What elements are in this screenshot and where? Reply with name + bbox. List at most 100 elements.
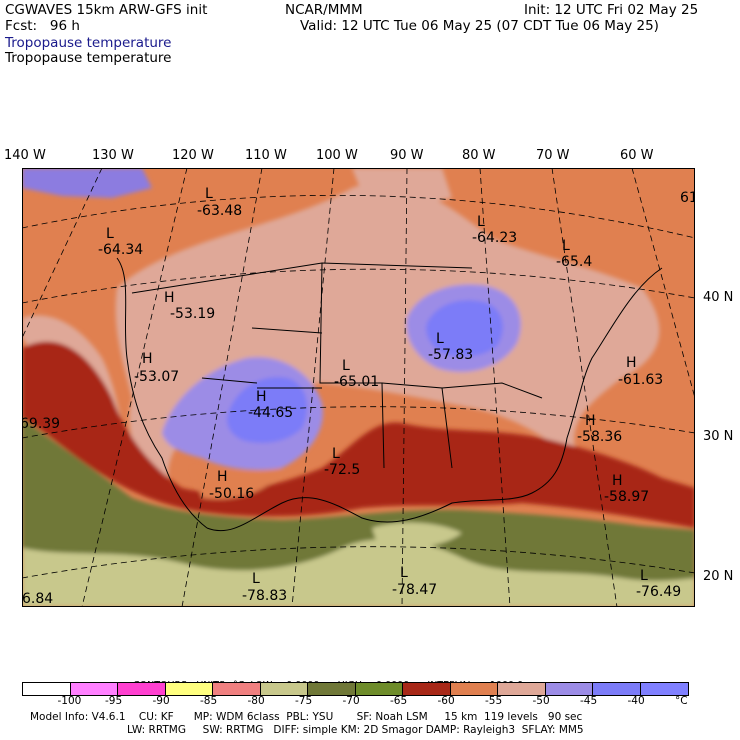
band-light: [115, 182, 660, 498]
legend-swatch: [308, 683, 356, 695]
low-value: -64.23: [472, 230, 518, 246]
legend-swatch: [450, 683, 498, 695]
graticule: [22, 168, 695, 607]
high-marker: H: [164, 290, 175, 306]
band-lavender: [22, 168, 152, 198]
low-marker: L: [332, 446, 340, 462]
longitude-label: 140 W: [4, 148, 46, 163]
legend-swatch: [640, 683, 688, 695]
longitude-label: 120 W: [172, 148, 214, 163]
band-light-north: [352, 168, 452, 208]
high-marker: H: [256, 389, 267, 405]
low-value: -72.5: [324, 462, 361, 478]
band-red-south: [22, 341, 695, 528]
legend-tick-label: -75: [295, 695, 313, 707]
legend-tick-label: -90: [152, 695, 170, 707]
longitude-label: 100 W: [316, 148, 358, 163]
high-value: -44.65: [248, 405, 294, 421]
low-value: -64.34: [98, 242, 144, 258]
legend-tick-label: -70: [342, 695, 360, 707]
longitude-label: 60 W: [620, 148, 654, 163]
field-title-secondary: Tropopause temperature: [5, 50, 172, 66]
high-value: -58.36: [577, 429, 623, 445]
longitude-label: 130 W: [92, 148, 134, 163]
low-value: -65.01: [334, 374, 380, 390]
latitude-label: 40 N: [703, 290, 734, 305]
legend-swatch: [545, 683, 593, 695]
band-orange-sw: [192, 468, 282, 500]
low-value: -78.47: [392, 582, 438, 598]
legend-swatch: [23, 683, 71, 695]
tropopause-temperature-map: L -63.48 L -64.34 H -53.19 H -53.07 H -4…: [22, 168, 695, 607]
band-blue-lakes: [426, 300, 503, 357]
legend-tick-label: -85: [200, 695, 218, 707]
latitude-label: 30 N: [703, 429, 734, 444]
band-blue-west: [227, 377, 307, 443]
legend-tick-label: -55: [485, 695, 503, 707]
latitude-label: 20 N: [703, 569, 734, 584]
legend-tick-label: -80: [247, 695, 265, 707]
low-marker: L: [252, 571, 260, 587]
valid-time: Valid: 12 UTC Tue 06 May 25 (07 CDT Tue …: [300, 18, 659, 34]
forecast-hour: Fcst: 96 h: [5, 18, 80, 34]
high-marker: H: [626, 355, 637, 371]
legend-tick-label: -95: [105, 695, 123, 707]
high-marker: H: [585, 413, 596, 429]
high-marker: H: [612, 473, 623, 489]
legend-swatch: [118, 683, 166, 695]
band-olive-light-gulf: [372, 522, 462, 549]
longitude-label: 90 W: [390, 148, 424, 163]
legend-tick-label: -45: [580, 695, 598, 707]
high-value: -53.19: [170, 306, 216, 322]
map-canvas: [22, 168, 695, 607]
coastlines-borders: [116, 257, 663, 532]
band-olive-light: [22, 539, 695, 607]
edge-value: 6.84: [22, 591, 54, 607]
legend-swatch: [213, 683, 261, 695]
color-legend-bar: [22, 682, 689, 696]
model-info-line2: LW: RRTMG SW: RRTMG DIFF: simple KM: 2D …: [127, 724, 584, 736]
low-marker: L: [400, 565, 408, 581]
edge-value: 61: [680, 190, 695, 206]
high-value: -53.07: [134, 369, 180, 385]
init-time: Init: 12 UTC Fri 02 May 25: [524, 2, 699, 18]
model-info-line1: Model Info: V4.6.1 CU: KF MP: WDM 6class…: [30, 711, 583, 723]
longitude-label: 110 W: [245, 148, 287, 163]
low-value: -57.83: [428, 347, 474, 363]
low-marker: L: [477, 214, 485, 230]
low-marker: L: [342, 358, 350, 374]
high-marker: H: [217, 469, 228, 485]
legend-tick-label: °C: [675, 695, 688, 707]
legend-swatch: [403, 683, 451, 695]
organization-label: NCAR/MMM: [285, 2, 363, 18]
legend-tick-label: -60: [437, 695, 455, 707]
low-value: -76.49: [636, 584, 682, 600]
high-value: -50.16: [209, 486, 255, 502]
longitude-label: 70 W: [536, 148, 570, 163]
legend-swatch: [498, 683, 546, 695]
legend-tick-label: -40: [627, 695, 645, 707]
low-value: -63.48: [197, 203, 243, 219]
high-value: -61.63: [618, 372, 664, 388]
low-value: -65.4: [556, 254, 593, 270]
field-title-primary: Tropopause temperature: [5, 35, 172, 51]
low-marker: L: [106, 226, 114, 242]
legend-tick-label: -100: [57, 695, 82, 707]
legend-swatch: [165, 683, 213, 695]
legend-swatch: [355, 683, 403, 695]
legend-tick-label: -65: [390, 695, 408, 707]
low-marker: L: [205, 186, 213, 202]
legend-swatch: [260, 683, 308, 695]
edge-value: 69.39: [22, 416, 61, 432]
low-marker: L: [436, 331, 444, 347]
low-value: -78.83: [242, 588, 288, 604]
high-value: -58.97: [604, 489, 650, 505]
low-marker: L: [640, 568, 648, 584]
band-olive-south: [22, 418, 695, 607]
model-title: CGWAVES 15km ARW-GFS init: [5, 2, 208, 18]
low-marker: L: [562, 238, 570, 254]
longitude-label: 80 W: [462, 148, 496, 163]
legend-swatch: [70, 683, 118, 695]
legend-swatch: [593, 683, 641, 695]
high-marker: H: [142, 351, 153, 367]
